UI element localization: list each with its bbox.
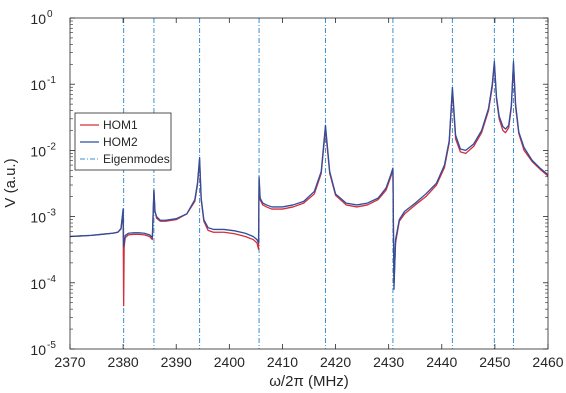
y-tick-label-base: 10 [30,276,46,292]
x-tick-label: 2400 [214,354,245,370]
y-tick-label-base: 10 [30,77,46,93]
legend-label-eigenmodes: Eigenmodes [103,152,170,166]
x-tick-label: 2420 [320,354,351,370]
x-tick-label: 2460 [532,354,563,370]
x-tick-label: 2430 [373,354,404,370]
x-tick-label: 2380 [108,354,139,370]
x-axis-ticks: 2370 2380 2390 2400 2410 2420 2430 2440 2450 2460 [54,18,564,370]
y-tick-label-exponent: 0 [47,9,53,20]
plot-background [70,18,548,349]
y-axis-label: V (a.u.) [2,158,19,207]
x-tick-label: 2370 [54,354,85,370]
y-tick-label: 10 [30,276,46,292]
plot-frame [69,17,549,350]
x-tick-label: 2390 [161,354,192,370]
y-tick-label-base: 10 [30,143,46,159]
y-tick-label: 10 [30,11,46,27]
y-tick-label-exponent: -3 [47,208,56,219]
y-tick-label-base: 10 [30,11,46,27]
y-tick-label: 10 [30,77,46,93]
legend-label-hom1: HOM1 [103,118,138,132]
y-tick-label: 10 [30,342,46,358]
x-axis-label: ω/2π (MHz) [269,373,349,390]
y-tick-label-exponent: -1 [47,75,56,86]
x-tick-label: 2410 [267,354,298,370]
x-tick-label: 2450 [479,354,510,370]
x-tick-label: 2440 [426,354,457,370]
y-tick-label-exponent: -4 [47,274,56,285]
legend: HOM1 HOM2 Eigenmodes [74,112,172,171]
data-series [70,60,548,307]
y-tick-label-exponent: -5 [47,340,56,351]
y-tick-label-base: 10 [30,342,46,358]
y-tick-label-exponent: -2 [47,141,56,152]
legend-label-hom2: HOM2 [103,135,138,149]
y-tick-label: 10 [30,210,46,226]
y-tick-label-base: 10 [30,210,46,226]
y-tick-label: 10 [30,143,46,159]
series-line-hom2 [70,60,548,290]
